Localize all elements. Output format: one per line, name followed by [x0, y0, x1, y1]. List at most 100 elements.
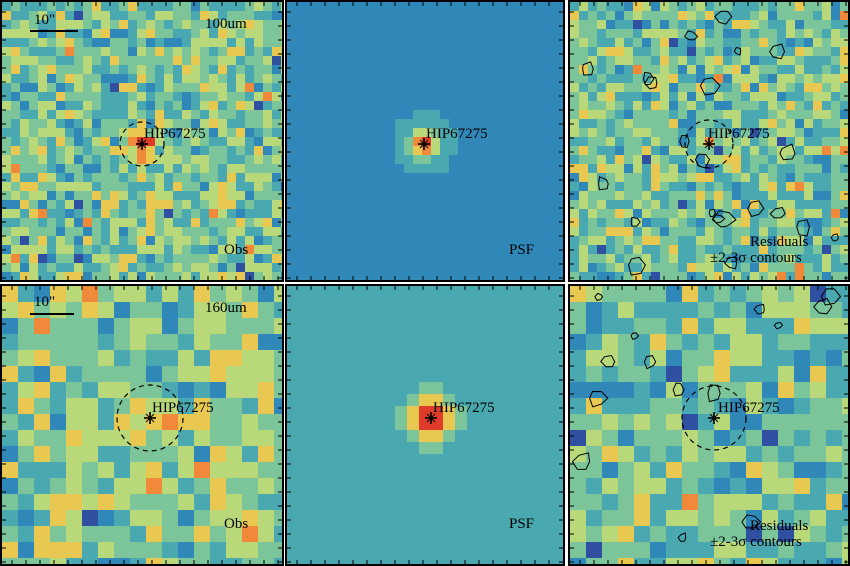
pixel [11, 20, 21, 30]
pixel [359, 209, 369, 219]
pixel [741, 56, 751, 66]
pixel [296, 209, 306, 219]
pixel [515, 442, 528, 455]
pixel [56, 56, 66, 66]
pixel [660, 119, 670, 129]
pixel [602, 366, 619, 383]
pixel [586, 334, 603, 351]
pixel [431, 394, 444, 407]
pixel [759, 11, 769, 21]
pixel [485, 38, 495, 48]
pixel [209, 110, 219, 120]
pixel [666, 286, 683, 303]
pixel [146, 92, 156, 102]
pixel [299, 514, 312, 527]
pixel [377, 110, 387, 120]
pixel [226, 478, 243, 495]
pixel [272, 83, 282, 93]
pixel [114, 510, 131, 527]
pixel [323, 236, 333, 246]
pixel [597, 164, 607, 174]
pixel [419, 490, 432, 503]
pixel [377, 263, 387, 273]
pixel [557, 29, 563, 39]
pixel [200, 155, 210, 165]
pixel [350, 65, 360, 75]
pixel [431, 254, 441, 264]
pixel [29, 47, 39, 57]
pixel [467, 442, 480, 455]
pixel [588, 20, 598, 30]
pixel [503, 298, 516, 311]
pixel [696, 20, 706, 30]
pixel [332, 2, 342, 12]
pixel [323, 101, 333, 111]
contour [711, 210, 737, 228]
pixel [633, 65, 643, 75]
pixel [618, 558, 635, 564]
pixel [494, 2, 504, 12]
pixel [227, 272, 237, 280]
target-label: HIP67275 [144, 126, 206, 142]
pixel [588, 263, 598, 273]
pixel [38, 272, 48, 280]
pixel [588, 137, 598, 147]
pixel [227, 200, 237, 210]
pixel [597, 200, 607, 210]
pixel [768, 56, 778, 66]
pixel [705, 2, 715, 12]
pixel [548, 254, 558, 264]
pixel [164, 92, 174, 102]
pixel [178, 462, 195, 479]
pixel [38, 101, 48, 111]
pixel [194, 542, 211, 559]
pixel [274, 366, 282, 383]
pixel [606, 56, 616, 66]
pixel [311, 334, 324, 347]
pixel [485, 209, 495, 219]
pixel [714, 173, 724, 183]
pixel [678, 272, 688, 280]
pixel [840, 11, 848, 21]
pixel [92, 110, 102, 120]
pixel [503, 346, 516, 359]
pixel [606, 236, 616, 246]
pixel [101, 164, 111, 174]
band-label: 100um [205, 16, 247, 32]
pixel [606, 119, 616, 129]
pixel [597, 245, 607, 255]
pixel [431, 322, 444, 335]
pixel [759, 29, 769, 39]
pixel [678, 128, 688, 138]
pixel [164, 191, 174, 201]
pixel [38, 119, 48, 129]
pixel [642, 20, 652, 30]
pixel [588, 128, 598, 138]
pixel [227, 128, 237, 138]
pixel [386, 11, 396, 21]
pixel [624, 47, 634, 57]
pixel [296, 254, 306, 264]
pixel [227, 83, 237, 93]
pixel [254, 29, 264, 39]
pixel [395, 209, 405, 219]
pixel [296, 20, 306, 30]
pixel [242, 398, 259, 415]
pixel [687, 20, 697, 30]
pixel [323, 310, 336, 323]
pixel [110, 236, 120, 246]
pixel [2, 101, 12, 111]
pixel [570, 510, 587, 527]
pixel [395, 101, 405, 111]
pixel [494, 182, 504, 192]
pixel [50, 318, 67, 335]
pixel [395, 200, 405, 210]
pixel [335, 298, 348, 311]
pixel [47, 272, 57, 280]
pixel [476, 263, 486, 273]
pixel [597, 236, 607, 246]
pixel [20, 272, 30, 280]
pixel [281, 227, 282, 237]
pixel [407, 382, 420, 395]
pixel [350, 74, 360, 84]
